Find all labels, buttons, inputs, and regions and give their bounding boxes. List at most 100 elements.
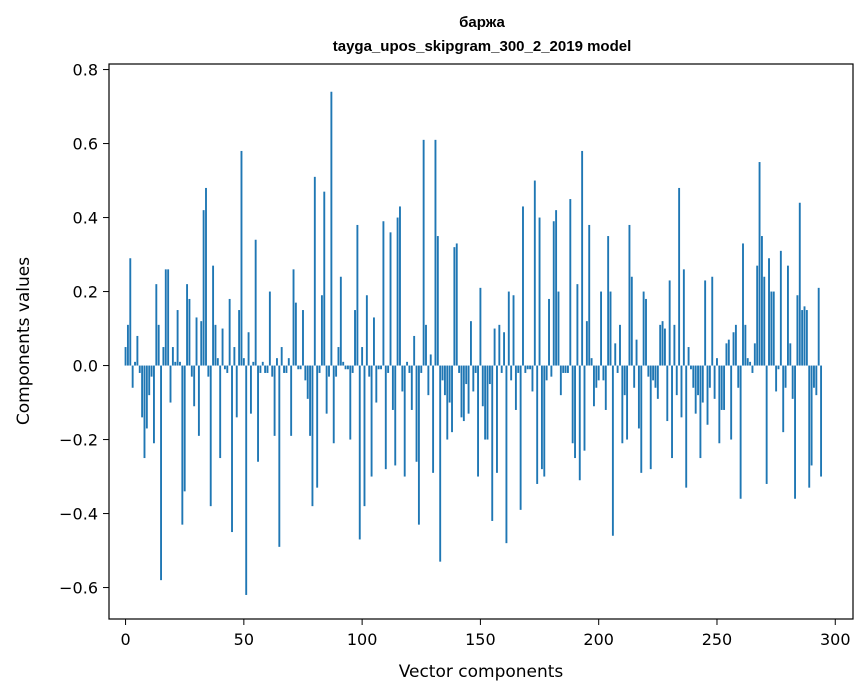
bar-17 [164,269,167,366]
bar-59 [264,365,267,373]
bar-268 [758,162,761,366]
bar-15 [160,365,162,581]
bar-175 [538,217,541,366]
bar-210 [621,365,624,444]
bar-283 [794,365,796,499]
bar-238 [687,347,690,366]
bar-9 [145,365,148,429]
bar-236 [682,269,685,366]
bar-63 [273,365,276,436]
bar-139 [453,247,456,366]
bar-214 [630,276,633,366]
x-axis-label: Vector components [399,662,564,682]
bar-267 [756,265,759,366]
bar-223 [652,365,655,381]
y-axis-label: Components values [14,257,34,425]
bar-167 [519,365,522,510]
bar-96 [351,365,354,373]
bar-91 [339,276,342,366]
bar-258 [734,324,737,366]
bar-184 [559,365,562,396]
bar-62 [271,365,274,377]
bar-292 [815,365,818,396]
chart-title: баржа [459,14,505,31]
bar-12 [153,365,155,444]
bar-164 [512,295,515,366]
bar-256 [730,365,733,440]
x-axis-ticks: 0 50 100 150 200 250 300 [120,619,851,649]
bar-19 [169,365,172,403]
bar-161 [505,365,508,544]
bar-174 [536,365,539,484]
bar-176 [540,365,543,470]
bar-18 [167,269,170,366]
bar-68 [285,365,288,373]
x-tick-label-0: 0 [120,630,130,649]
bar-262 [744,324,747,366]
bar-271 [765,365,768,484]
bar-30 [195,317,198,366]
bar-183 [557,291,560,366]
bar-263 [746,358,749,366]
bar-70 [290,365,293,436]
bar-52 [247,332,250,366]
bar-158 [498,324,501,366]
bar-259 [737,365,740,388]
bar-36 [209,365,212,507]
x-tick-label-300: 300 [820,630,851,649]
bar-90 [337,347,340,366]
bar-242 [697,365,699,396]
bar-192 [578,365,581,481]
chart-subtitle: tayga_upos_skipgram_300_2_2019 model [333,38,632,55]
bar-244 [701,365,704,403]
y-axis-ticks: −0.6 −0.4 −0.2 0.0 0.2 0.4 0.6 0.8 [59,61,109,598]
bar-128 [427,365,430,396]
bar-103 [368,365,371,377]
bar-220 [645,298,647,366]
bar-4 [134,361,136,366]
bar-73 [297,365,300,370]
bar-221 [647,365,650,377]
bar-253 [723,365,726,410]
bar-69 [287,358,290,366]
bar-266 [753,343,756,366]
bar-123 [415,365,418,462]
bar-53 [249,365,252,414]
bar-233 [675,365,678,396]
bar-294 [820,365,823,477]
bar-11 [150,365,153,377]
bar-152 [484,365,487,440]
bar-111 [387,365,390,373]
bar-80 [313,176,316,366]
bar-82 [318,365,321,373]
bar-3 [131,365,134,388]
bar-187 [566,365,569,373]
bar-84 [323,191,326,366]
bar-8 [143,365,146,459]
bar-38 [214,324,217,366]
bar-159 [500,365,503,373]
bar-286 [801,310,804,366]
bar-276 [777,365,780,370]
bar-239 [690,365,692,370]
bar-237 [685,365,688,488]
bar-109 [382,221,385,366]
bar-41 [221,328,224,366]
bar-150 [479,287,482,366]
bar-279 [784,365,787,388]
bar-288 [805,310,808,366]
bar-48 [238,310,241,366]
bar-198 [593,365,595,407]
bar-232 [673,324,676,366]
bar-129 [429,354,432,366]
bar-58 [261,361,264,366]
bar-160 [503,332,506,366]
y-tick-label-7: 0.8 [73,61,98,80]
bar-257 [732,332,735,366]
bar-0 [124,347,127,366]
bar-197 [590,358,593,366]
bar-131 [434,139,437,366]
bar-234 [678,187,681,366]
bar-78 [309,365,312,436]
